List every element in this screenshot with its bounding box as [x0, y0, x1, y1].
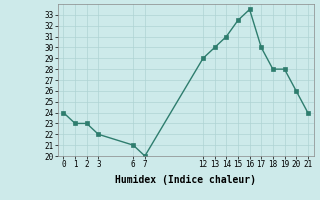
X-axis label: Humidex (Indice chaleur): Humidex (Indice chaleur)	[115, 175, 256, 185]
